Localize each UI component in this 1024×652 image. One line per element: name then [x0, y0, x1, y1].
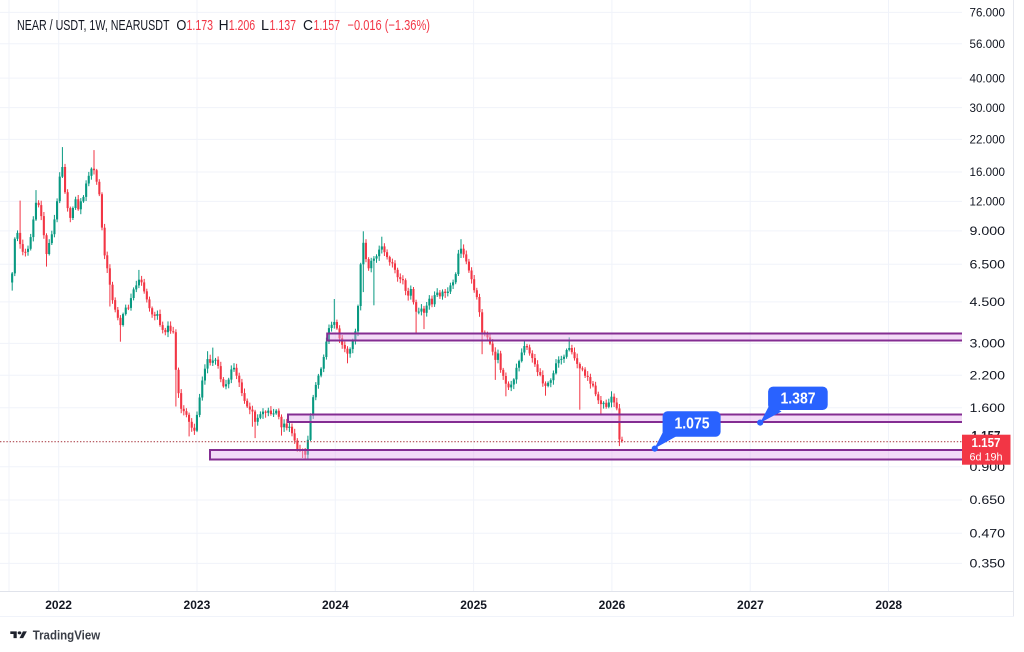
svg-text:4.500: 4.500: [970, 295, 1006, 309]
svg-text:76.000: 76.000: [970, 6, 1006, 20]
svg-text:16.000: 16.000: [970, 165, 1006, 179]
svg-text:1.137: 1.137: [270, 18, 297, 34]
svg-text:H: H: [219, 18, 229, 34]
svg-text:2023: 2023: [184, 598, 211, 612]
svg-text:3.000: 3.000: [970, 337, 1006, 351]
svg-text:0.470: 0.470: [970, 526, 1006, 540]
svg-text:6d 19h: 6d 19h: [970, 452, 1003, 464]
svg-text:1.173: 1.173: [187, 18, 214, 34]
svg-text:9.000: 9.000: [970, 224, 1006, 238]
svg-text:0.650: 0.650: [970, 493, 1006, 507]
svg-text:2022: 2022: [45, 598, 72, 612]
svg-text:30.000: 30.000: [970, 101, 1006, 115]
svg-text:2025: 2025: [460, 598, 487, 612]
svg-text:TradingView: TradingView: [33, 628, 101, 642]
svg-text:0.350: 0.350: [970, 557, 1006, 571]
svg-text:2028: 2028: [875, 598, 902, 612]
svg-text:1.157: 1.157: [972, 436, 1001, 450]
svg-text:2026: 2026: [599, 598, 626, 612]
svg-text:L: L: [261, 18, 269, 34]
svg-text:−0.016 (−1.36%): −0.016 (−1.36%): [348, 18, 431, 34]
svg-text:6.500: 6.500: [970, 257, 1006, 271]
svg-text:2024: 2024: [322, 598, 349, 612]
svg-text:1.157: 1.157: [314, 18, 341, 34]
svg-text:1.600: 1.600: [970, 401, 1006, 415]
svg-text:1.387: 1.387: [781, 390, 816, 407]
svg-text:40.000: 40.000: [970, 71, 1006, 85]
svg-text:C: C: [303, 18, 313, 34]
svg-text:O: O: [176, 18, 186, 34]
svg-text:22.000: 22.000: [970, 133, 1006, 147]
svg-text:2027: 2027: [737, 598, 764, 612]
svg-text:1.206: 1.206: [229, 18, 256, 34]
svg-text:1.075: 1.075: [675, 416, 710, 433]
svg-text:NEAR / USDT, 1W, NEARUSDT: NEAR / USDT, 1W, NEARUSDT: [17, 18, 170, 34]
svg-text:56.000: 56.000: [970, 37, 1006, 51]
svg-text:12.000: 12.000: [970, 195, 1006, 209]
svg-text:2.200: 2.200: [970, 368, 1006, 382]
